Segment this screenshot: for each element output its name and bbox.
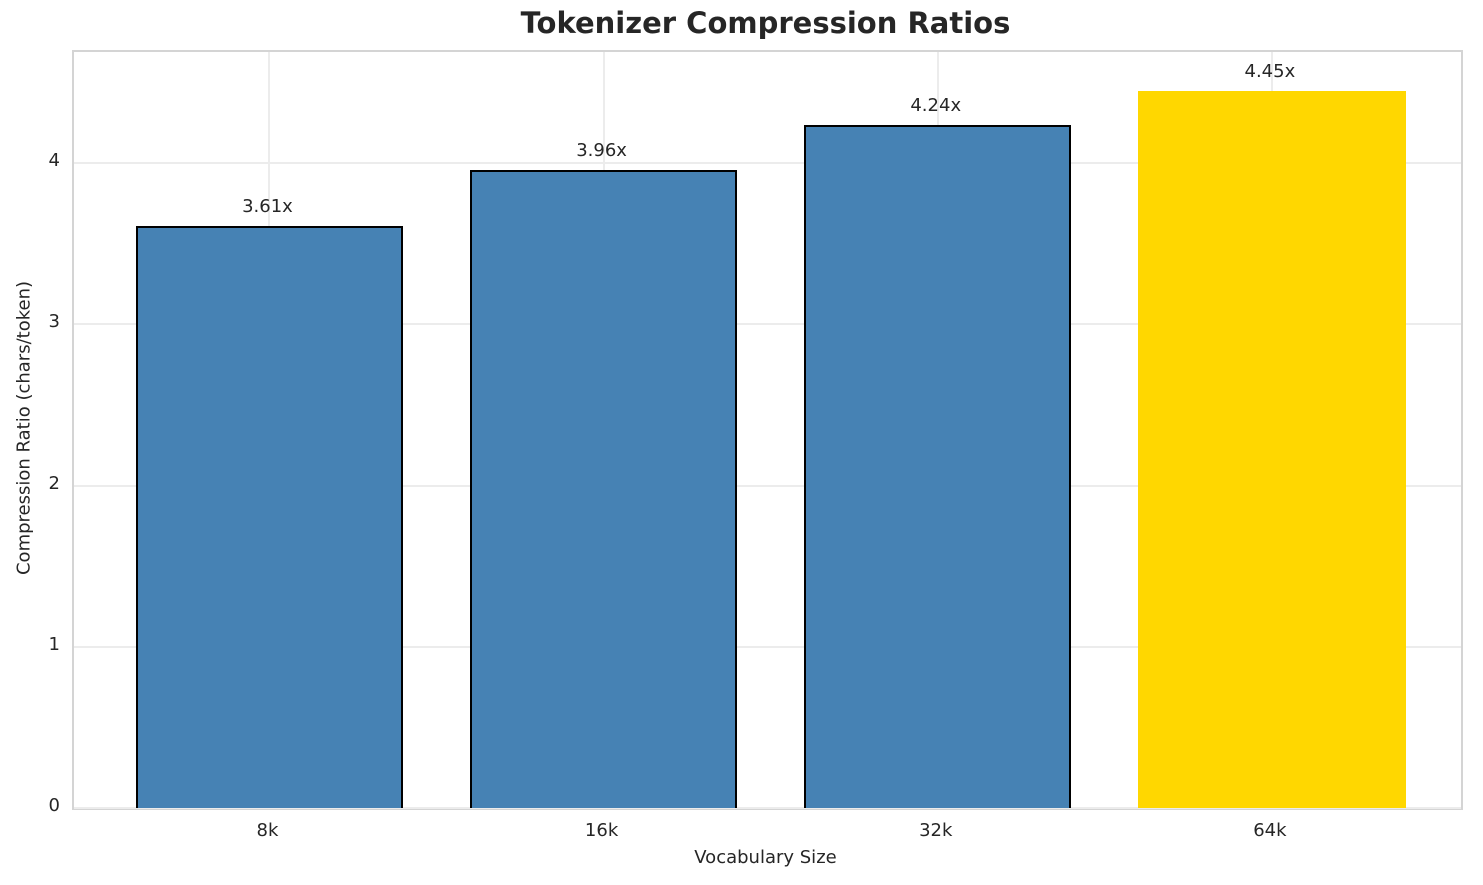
gridline-y-1 bbox=[74, 645, 1461, 648]
bar-16k bbox=[469, 169, 738, 808]
chart-title: Tokenizer Compression Ratios bbox=[520, 6, 1011, 40]
bar-value-label-64k: 4.45x bbox=[1244, 60, 1296, 82]
x-tick-label-8k: 8k bbox=[256, 820, 279, 841]
x-tick-label-64k: 64k bbox=[1253, 820, 1287, 841]
x-axis-label: Vocabulary Size bbox=[694, 847, 837, 868]
y-tick-label-4: 4 bbox=[48, 150, 60, 172]
bar-8k bbox=[135, 226, 404, 808]
bar-value-label-32k: 4.24x bbox=[910, 94, 962, 116]
gridline-y-0 bbox=[74, 807, 1461, 809]
bar-32k bbox=[804, 124, 1072, 808]
y-axis-label: Compression Ratio (chars/token) bbox=[13, 280, 35, 576]
bar-64k bbox=[1138, 90, 1406, 808]
bar-value-label-8k: 3.61x bbox=[242, 196, 293, 218]
x-tick-label-16k: 16k bbox=[584, 820, 619, 841]
gridline-y-3 bbox=[74, 323, 1461, 326]
y-tick-label-0: 0 bbox=[48, 795, 60, 816]
x-tick-label-32k: 32k bbox=[919, 820, 953, 841]
y-tick-label-2: 2 bbox=[48, 472, 60, 494]
gridline-y-2 bbox=[74, 484, 1461, 487]
gridline-y-4 bbox=[74, 162, 1461, 165]
bar-value-label-16k: 3.96x bbox=[576, 139, 627, 161]
y-tick-label-1: 1 bbox=[48, 633, 60, 655]
y-tick-label-3: 3 bbox=[48, 311, 60, 333]
plot-area bbox=[72, 50, 1463, 810]
